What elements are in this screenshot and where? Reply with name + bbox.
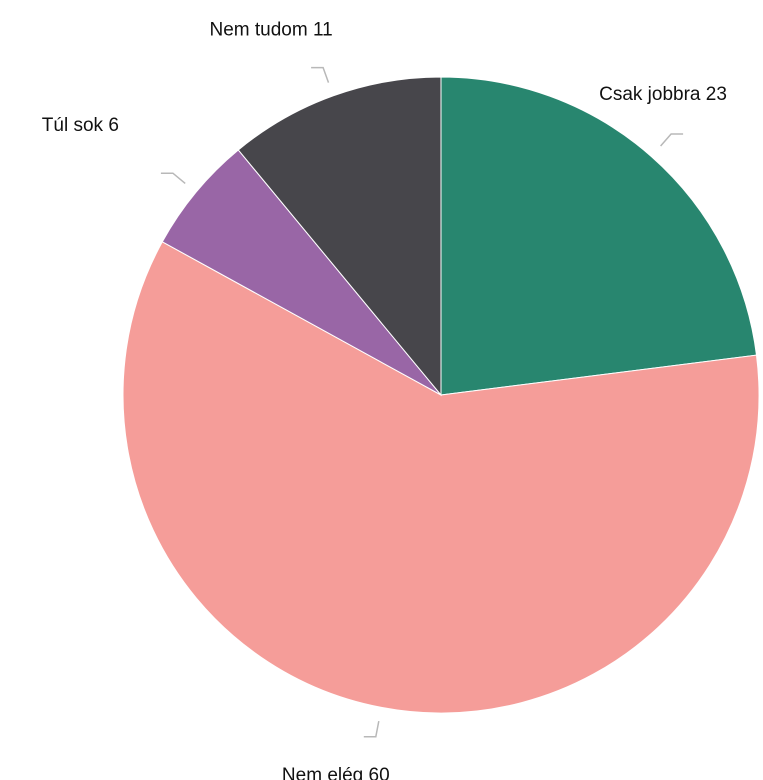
slice-label-nem-tudom: Nem tudom 11 bbox=[209, 20, 332, 41]
pie-slice-tul-sok bbox=[161, 149, 442, 396]
slice-labels: Csak jobbra 23 Nem elég 60 Túl sok 6 Nem tu… bbox=[42, 20, 727, 780]
pie-slice-csak-jobbra bbox=[440, 76, 758, 396]
leader-line-nem-tudom bbox=[311, 66, 330, 83]
pie-slices bbox=[122, 76, 760, 714]
pie-slice-nem-eleg bbox=[122, 241, 760, 714]
leader-line-csak-jobbra bbox=[660, 133, 684, 147]
slice-label-tul-sok: Túl sok 6 bbox=[42, 115, 119, 136]
pie-slice-nem-tudom bbox=[237, 76, 442, 397]
leader-line-tul-sok bbox=[160, 172, 186, 184]
slice-label-nem-eleg: Nem elég 60 bbox=[282, 765, 390, 780]
leader-line-nem-eleg bbox=[363, 720, 380, 738]
leader-lines bbox=[160, 66, 684, 738]
slice-label-csak-jobbra: Csak jobbra 23 bbox=[599, 84, 727, 105]
